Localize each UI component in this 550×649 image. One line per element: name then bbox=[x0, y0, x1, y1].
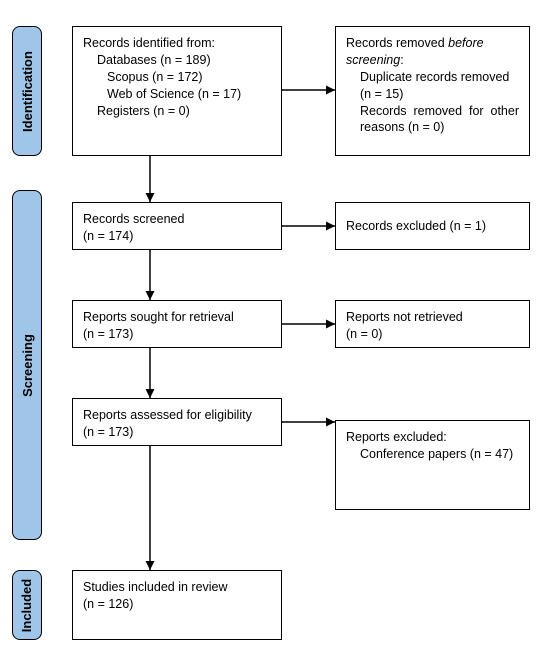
text: Reports sought for retrieval bbox=[83, 309, 271, 326]
box-identified: Records identified from: Databases (n = … bbox=[72, 26, 282, 156]
stage-label-text: Included bbox=[20, 578, 35, 631]
text: (n = 173) bbox=[83, 424, 271, 441]
box-removed-before: Records removed before screening: Duplic… bbox=[335, 26, 530, 156]
text: Reports assessed for eligibility bbox=[83, 407, 271, 424]
text: Databases (n = 189) bbox=[83, 52, 271, 69]
text: Reports excluded: bbox=[346, 429, 519, 446]
text: (n = 173) bbox=[83, 326, 271, 343]
stage-identification: Identification bbox=[12, 26, 42, 156]
stage-included: Included bbox=[12, 570, 42, 640]
text: Studies included in review bbox=[83, 579, 271, 596]
stage-screening: Screening bbox=[12, 190, 42, 540]
box-screened: Records screened (n = 174) bbox=[72, 202, 282, 250]
stage-label-text: Identification bbox=[20, 51, 35, 132]
text: (n = 126) bbox=[83, 596, 271, 613]
text: Conference papers (n = 47) bbox=[346, 446, 519, 463]
box-not-retrieved: Reports not retrieved (n = 0) bbox=[335, 300, 530, 348]
text: Duplicate records removed (n = 15) bbox=[346, 69, 519, 103]
text: Reports not retrieved bbox=[346, 309, 519, 326]
box-assessed: Reports assessed for eligibility (n = 17… bbox=[72, 398, 282, 446]
text: Web of Science (n = 17) bbox=[83, 86, 271, 103]
box-sought: Reports sought for retrieval (n = 173) bbox=[72, 300, 282, 348]
text: Registers (n = 0) bbox=[83, 103, 271, 120]
text: Records identified from: bbox=[83, 35, 271, 52]
box-reports-excluded: Reports excluded: Conference papers (n =… bbox=[335, 420, 530, 510]
text: Records excluded (n = 1) bbox=[346, 218, 486, 235]
text: Records screened bbox=[83, 211, 271, 228]
text: (n = 174) bbox=[83, 228, 271, 245]
stage-label-text: Screening bbox=[20, 334, 35, 397]
text: (n = 0) bbox=[346, 326, 519, 343]
text: Scopus (n = 172) bbox=[83, 69, 271, 86]
text: Records removed for other reasons (n = 0… bbox=[346, 103, 519, 137]
box-excluded: Records excluded (n = 1) bbox=[335, 202, 530, 250]
text: Records removed before screening: bbox=[346, 35, 519, 69]
box-included: Studies included in review (n = 126) bbox=[72, 570, 282, 640]
